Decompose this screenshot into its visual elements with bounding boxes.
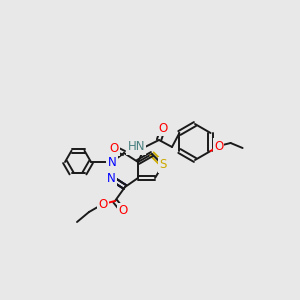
Text: HN: HN bbox=[128, 140, 145, 154]
Text: O: O bbox=[118, 205, 127, 218]
Text: S: S bbox=[159, 158, 167, 172]
Text: N: N bbox=[108, 155, 116, 169]
Text: O: O bbox=[158, 122, 168, 134]
Text: O: O bbox=[110, 142, 118, 154]
Text: O: O bbox=[98, 197, 108, 211]
Text: N: N bbox=[106, 172, 116, 184]
Text: O: O bbox=[214, 140, 223, 152]
